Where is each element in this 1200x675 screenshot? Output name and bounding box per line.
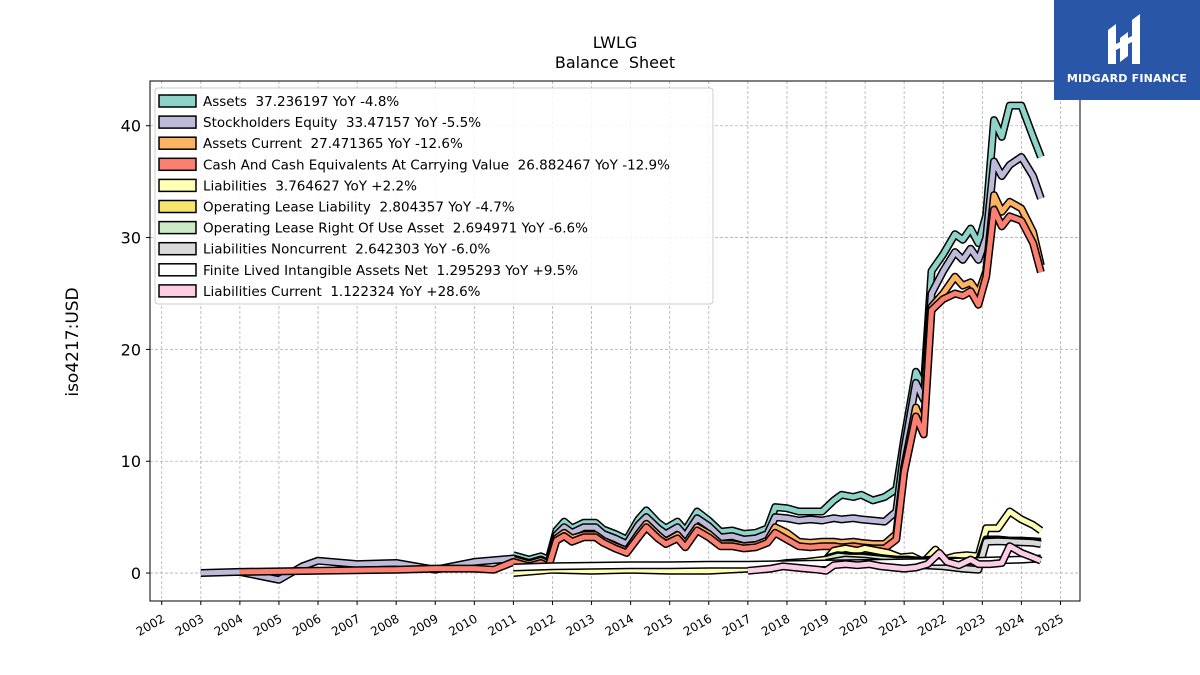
- x-axis: 2002 2003 2004 2005 2006 2007 2008 2009 2010 2011…: [134, 601, 1066, 639]
- x-tick-label: 2023: [954, 611, 987, 638]
- x-tick-label: 2019: [798, 611, 831, 638]
- series-line-9: [747, 543, 1042, 574]
- legend-box: [154, 87, 714, 305]
- legend-label: Stockholders Equity 33.47157 YoY -5.5%: [203, 115, 481, 131]
- legend-label: Finite Lived Intangible Assets Net 1.295…: [203, 263, 578, 279]
- legend-label: Cash And Cash Equivalents At Carrying Va…: [203, 157, 670, 173]
- legend-label: Liabilities 3.764627 YoY +2.2%: [203, 178, 417, 194]
- legend-swatch: [158, 178, 197, 193]
- legend-label: Assets 37.236197 YoY -4.8%: [203, 94, 399, 110]
- chart-title: LWLG: [593, 33, 638, 52]
- legend-label: Liabilities Noncurrent 2.642303 YoY -6.0…: [203, 242, 491, 258]
- x-tick-label: 2012: [525, 611, 558, 638]
- legend-label: Operating Lease Liability 2.804357 YoY -…: [203, 200, 515, 216]
- x-tick-label: 2002: [134, 611, 167, 638]
- brand-logo: MIDGARD FINANCE: [1054, 0, 1200, 100]
- x-tick-label: 2014: [603, 611, 636, 638]
- legend-label: Assets Current 27.471365 YoY -12.6%: [203, 136, 463, 152]
- x-tick-label: 2010: [446, 611, 479, 638]
- y-tick-label: 20: [121, 340, 141, 359]
- legend-swatch: [158, 94, 197, 108]
- x-tick-label: 2022: [915, 611, 948, 638]
- legend-swatch: [158, 157, 197, 172]
- x-tick-label: 2007: [329, 611, 362, 638]
- legend-swatch: [158, 284, 197, 298]
- x-tick-label: 2008: [368, 611, 401, 638]
- x-tick-label: 2020: [837, 611, 870, 638]
- legend-swatch: [158, 220, 197, 235]
- brand-logo-text: MIDGARD FINANCE: [1066, 72, 1188, 85]
- x-tick-label: 2011: [485, 611, 518, 638]
- x-tick-label: 2017: [720, 611, 753, 638]
- series-line-3: [239, 207, 1044, 575]
- x-tick-label: 2006: [290, 611, 323, 638]
- legend-swatch: [158, 199, 197, 214]
- y-tick-label: 0: [131, 564, 141, 583]
- series-line-4: [513, 509, 1043, 576]
- x-tick-label: 2009: [407, 611, 440, 638]
- x-tick-label: 2025: [1033, 611, 1066, 638]
- y-tick-label: 40: [121, 117, 141, 136]
- legend-swatch: [158, 263, 197, 277]
- series-layer: [200, 101, 1045, 584]
- x-tick-label: 2021: [876, 611, 909, 638]
- legend-swatch: [158, 241, 197, 256]
- y-axis: 0 10 20 30 40: [121, 117, 150, 583]
- y-tick-label: 30: [121, 229, 141, 248]
- plot-frame: [149, 80, 1081, 602]
- x-tick-label: 2005: [251, 611, 284, 638]
- x-tick-label: 2013: [564, 611, 597, 638]
- x-tick-label: 2003: [173, 611, 206, 638]
- legend-swatch: [158, 136, 197, 150]
- x-tick-label: 2018: [759, 611, 792, 638]
- chart-subtitle: Balance Sheet: [555, 53, 675, 72]
- y-axis-label: iso4217:USD: [63, 287, 83, 396]
- legend: Assets 37.236197 YoY -4.8% Stockholders E…: [154, 87, 714, 305]
- x-tick-label: 2016: [681, 611, 714, 638]
- x-tick-label: 2015: [642, 611, 675, 638]
- legend-swatch: [158, 115, 197, 129]
- x-tick-label: 2004: [212, 611, 245, 638]
- y-tick-label: 10: [121, 452, 141, 471]
- brand-logo-icon: [1108, 14, 1140, 64]
- x-tick-label: 2024: [993, 611, 1026, 638]
- legend-label: Liabilities Current 1.122324 YoY +28.6%: [203, 284, 481, 300]
- legend-label: Operating Lease Right Of Use Asset 2.694…: [203, 221, 588, 237]
